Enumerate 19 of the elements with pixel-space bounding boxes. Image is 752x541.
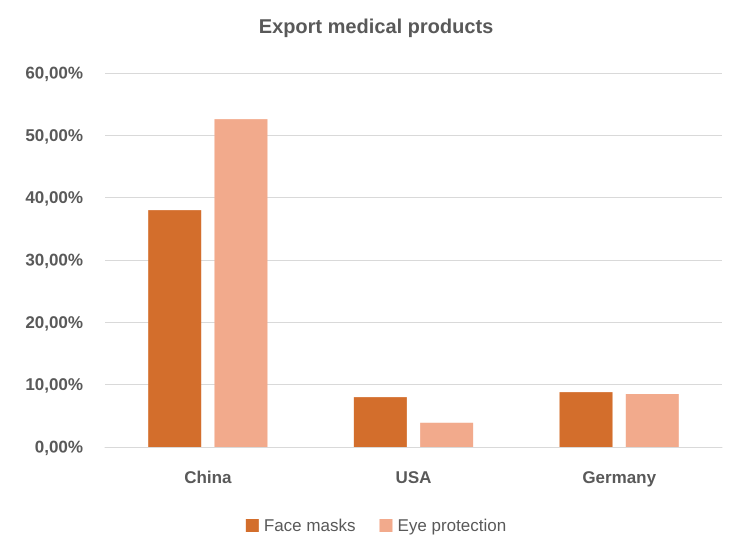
y-tick-label: 0,00% (34, 438, 83, 456)
y-tick-label: 50,00% (25, 126, 83, 145)
y-tick-label: 20,00% (25, 312, 83, 332)
y-tick-label: 10,00% (25, 375, 83, 394)
legend-label: Face masks (264, 516, 356, 535)
bar (214, 119, 268, 447)
x-tick-label: USA (396, 468, 432, 487)
bar (354, 397, 407, 447)
bar (148, 210, 202, 447)
y-tick-label: 40,00% (25, 188, 83, 208)
y-tick-label: 60,00% (25, 64, 83, 82)
x-tick-label: Germany (582, 468, 657, 487)
legend-label: Eye protection (397, 516, 506, 535)
bar (420, 422, 474, 447)
chart-title: Export medical products (258, 16, 494, 38)
x-tick-label: China (184, 468, 232, 487)
bar (626, 394, 679, 447)
y-tick-label: 30,00% (25, 250, 83, 270)
bar (560, 392, 613, 447)
